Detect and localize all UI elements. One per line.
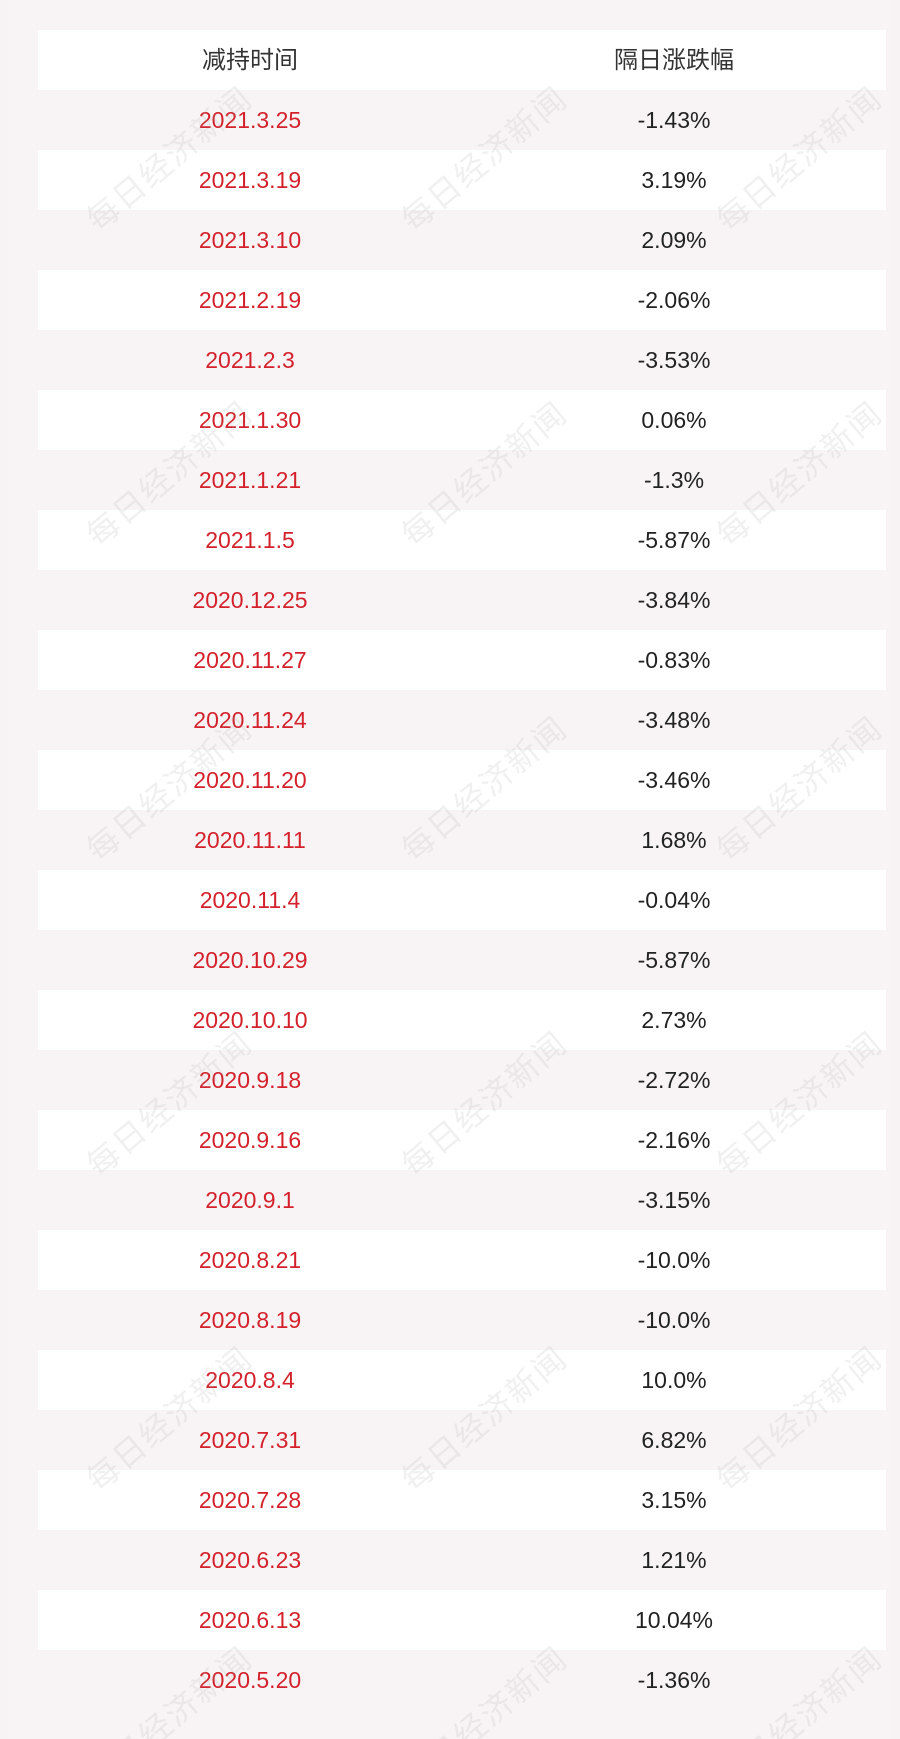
reduction-date-cell: 2020.8.21 — [198, 1247, 302, 1273]
table-row: 2020.7.31 6.82% — [38, 1410, 886, 1470]
next-day-change-cell: -0.83% — [637, 647, 711, 673]
reduction-date-cell: 2021.2.3 — [205, 347, 295, 373]
table-card: 减持时间 隔日涨跌幅 2021.3.25 -1.43% 2021.3.19 3.19%… — [8, 0, 892, 1739]
next-day-change-cell: -1.36% — [637, 1667, 711, 1693]
table-row: 2020.11.11 1.68% — [38, 810, 886, 870]
next-day-change-cell: -0.04% — [637, 887, 711, 913]
next-day-change-cell: 6.82% — [641, 1427, 707, 1453]
table-row: 2020.5.20 -1.36% — [38, 1650, 886, 1710]
next-day-change-cell: 2.09% — [641, 227, 707, 253]
next-day-change-cell: -2.06% — [637, 287, 711, 313]
reduction-date-cell: 2021.3.10 — [198, 227, 302, 253]
reduction-date-cell: 2020.11.24 — [193, 707, 307, 733]
table-row: 2020.9.1 -3.15% — [38, 1170, 886, 1230]
reduction-date-cell: 2020.11.11 — [194, 827, 306, 853]
next-day-change-cell: -10.0% — [637, 1247, 711, 1273]
reduction-date-cell: 2020.12.25 — [192, 587, 308, 613]
reduction-date-cell: 2020.11.20 — [193, 767, 307, 793]
table-row: 2020.10.10 2.73% — [38, 990, 886, 1050]
reduction-date-cell: 2020.8.4 — [205, 1367, 295, 1393]
reduction-date-cell: 2020.9.18 — [198, 1067, 302, 1093]
table-row: 2021.1.21 -1.3% — [38, 450, 886, 510]
reduction-date-cell: 2021.1.5 — [205, 527, 295, 553]
reduction-date-cell: 2020.7.31 — [198, 1427, 302, 1453]
next-day-change-cell: 3.19% — [641, 167, 707, 193]
table-body: 2021.3.25 -1.43% 2021.3.19 3.19% 2021.3.10 2.… — [38, 90, 886, 1710]
table-row: 2020.8.21 -10.0% — [38, 1230, 886, 1290]
reduction-date-cell: 2021.1.30 — [198, 407, 302, 433]
reduction-date-cell: 2020.6.23 — [198, 1547, 302, 1573]
table-row: 2020.8.4 10.0% — [38, 1350, 886, 1410]
next-day-change-cell: 3.15% — [641, 1487, 707, 1513]
table-row: 2020.7.28 3.15% — [38, 1470, 886, 1530]
reduction-date-cell: 2021.1.21 — [198, 467, 302, 493]
next-day-change-cell: -10.0% — [637, 1307, 711, 1333]
table-row: 2020.6.23 1.21% — [38, 1530, 886, 1590]
table-row: 2021.3.25 -1.43% — [38, 90, 886, 150]
next-day-change-cell: -3.53% — [637, 347, 711, 373]
table-row: 2020.11.27 -0.83% — [38, 630, 886, 690]
reduction-date-cell: 2021.3.25 — [198, 107, 302, 133]
reduction-date-cell: 2021.3.19 — [198, 167, 302, 193]
next-day-change-cell: 1.68% — [641, 827, 707, 853]
reduction-date-cell: 2020.8.19 — [198, 1307, 302, 1333]
table-row: 2020.11.4 -0.04% — [38, 870, 886, 930]
next-day-change-cell: 2.73% — [641, 1007, 707, 1033]
table-row: 2020.12.25 -3.84% — [38, 570, 886, 630]
table-row: 2021.3.10 2.09% — [38, 210, 886, 270]
table-row: 2020.11.24 -3.48% — [38, 690, 886, 750]
next-day-change-cell: 10.0% — [641, 1367, 707, 1393]
reduction-date-cell: 2021.2.19 — [198, 287, 302, 313]
next-day-change-cell: -2.72% — [637, 1067, 711, 1093]
table-row: 2020.8.19 -10.0% — [38, 1290, 886, 1350]
table-row: 2020.6.13 10.04% — [38, 1590, 886, 1650]
header-next-day-change: 隔日涨跌幅 — [614, 46, 734, 74]
table-row: 2020.9.18 -2.72% — [38, 1050, 886, 1110]
next-day-change-cell: -5.87% — [637, 947, 711, 973]
next-day-change-cell: 0.06% — [641, 407, 707, 433]
reduction-date-cell: 2020.11.27 — [193, 647, 307, 673]
reduction-date-cell: 2020.9.1 — [205, 1187, 295, 1213]
reduction-date-cell: 2020.7.28 — [198, 1487, 302, 1513]
next-day-change-cell: -3.48% — [637, 707, 711, 733]
reduction-date-cell: 2020.11.4 — [199, 887, 301, 913]
header-reduction-date: 减持时间 — [202, 46, 298, 74]
next-day-change-cell: 10.04% — [634, 1607, 713, 1633]
table-row: 2020.11.20 -3.46% — [38, 750, 886, 810]
reduction-date-cell: 2020.10.29 — [192, 947, 308, 973]
next-day-change-cell: -1.3% — [643, 467, 705, 493]
reduction-date-cell: 2020.5.20 — [198, 1667, 302, 1693]
next-day-change-cell: -1.43% — [637, 107, 711, 133]
next-day-change-cell: -3.46% — [637, 767, 711, 793]
table-row: 2020.10.29 -5.87% — [38, 930, 886, 990]
table-row: 2020.9.16 -2.16% — [38, 1110, 886, 1170]
next-day-change-cell: -3.84% — [637, 587, 711, 613]
table-row: 2021.2.19 -2.06% — [38, 270, 886, 330]
table-header-row: 减持时间 隔日涨跌幅 — [38, 30, 886, 90]
next-day-change-cell: -2.16% — [637, 1127, 711, 1153]
table-row: 2021.1.30 0.06% — [38, 390, 886, 450]
table-row: 2021.1.5 -5.87% — [38, 510, 886, 570]
reduction-table: 减持时间 隔日涨跌幅 2021.3.25 -1.43% 2021.3.19 3.19%… — [38, 30, 886, 1710]
next-day-change-cell: -3.15% — [637, 1187, 711, 1213]
table-row: 2021.2.3 -3.53% — [38, 330, 886, 390]
next-day-change-cell: 1.21% — [641, 1547, 707, 1573]
reduction-date-cell: 2020.9.16 — [198, 1127, 302, 1153]
reduction-date-cell: 2020.6.13 — [198, 1607, 302, 1633]
next-day-change-cell: -5.87% — [637, 527, 711, 553]
table-row: 2021.3.19 3.19% — [38, 150, 886, 210]
reduction-date-cell: 2020.10.10 — [192, 1007, 308, 1033]
